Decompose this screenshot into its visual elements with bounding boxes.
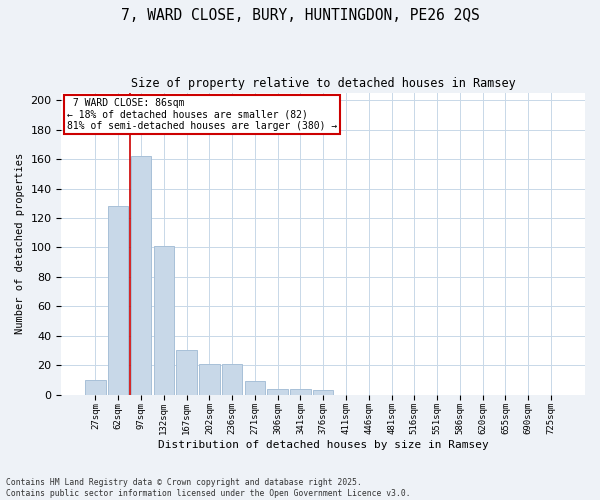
Bar bbox=[268, 388, 288, 394]
Bar bbox=[313, 390, 334, 394]
X-axis label: Distribution of detached houses by size in Ramsey: Distribution of detached houses by size … bbox=[158, 440, 488, 450]
Text: 7 WARD CLOSE: 86sqm
← 18% of detached houses are smaller (82)
81% of semi-detach: 7 WARD CLOSE: 86sqm ← 18% of detached ho… bbox=[67, 98, 337, 131]
Text: 7, WARD CLOSE, BURY, HUNTINGDON, PE26 2QS: 7, WARD CLOSE, BURY, HUNTINGDON, PE26 2Q… bbox=[121, 8, 479, 22]
Bar bbox=[108, 206, 128, 394]
Bar bbox=[176, 350, 197, 395]
Text: Contains HM Land Registry data © Crown copyright and database right 2025.
Contai: Contains HM Land Registry data © Crown c… bbox=[6, 478, 410, 498]
Bar bbox=[131, 156, 151, 394]
Title: Size of property relative to detached houses in Ramsey: Size of property relative to detached ho… bbox=[131, 78, 515, 90]
Bar bbox=[290, 388, 311, 394]
Bar bbox=[85, 380, 106, 394]
Y-axis label: Number of detached properties: Number of detached properties bbox=[15, 153, 25, 334]
Bar bbox=[199, 364, 220, 394]
Bar bbox=[245, 382, 265, 394]
Bar bbox=[154, 246, 174, 394]
Bar bbox=[222, 364, 242, 394]
